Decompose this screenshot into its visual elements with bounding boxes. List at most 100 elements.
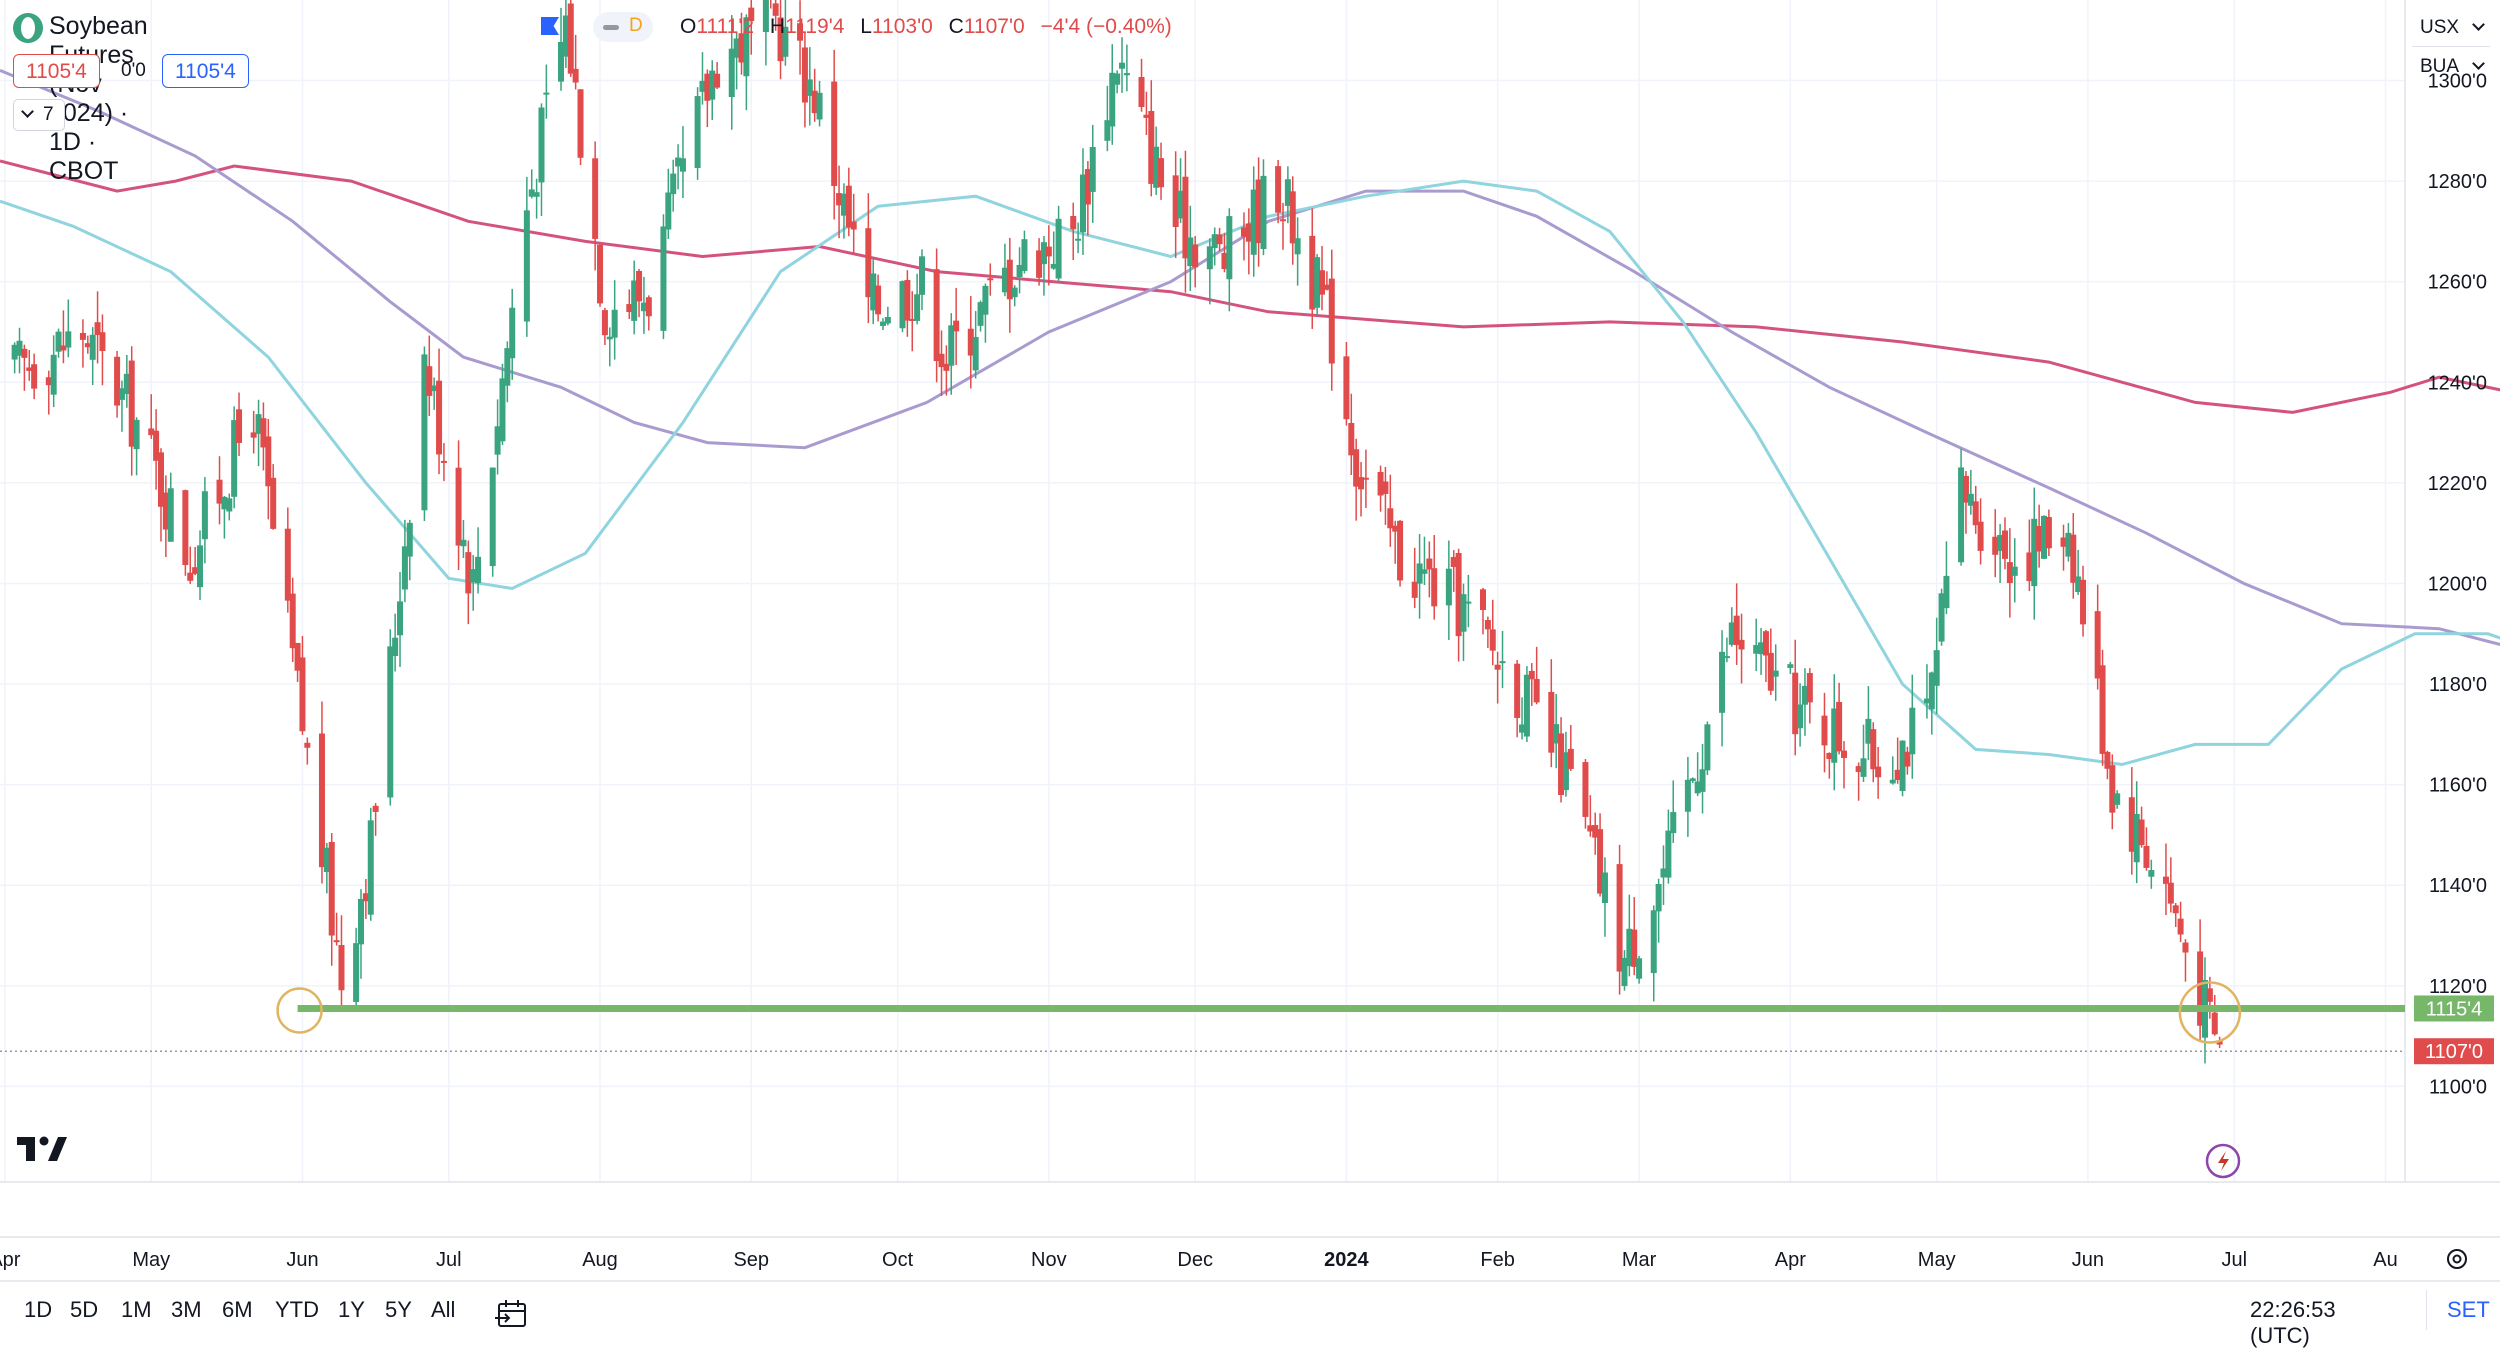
support-price-tag — [2414, 995, 2494, 1022]
candle — [909, 291, 916, 352]
candle — [499, 363, 506, 446]
range-button-3m[interactable]: 3M — [171, 1297, 202, 1322]
candle — [1011, 285, 1018, 307]
candle — [250, 410, 257, 454]
price-axis[interactable]: 1100'0 1120'0 1140'0 1160'0 1180'0 1200'0 1220… — [2414, 70, 2494, 1098]
candle — [1943, 541, 1950, 615]
range-button-ytd[interactable]: YTD — [275, 1297, 319, 1322]
indicators-toggle[interactable]: 7 — [13, 99, 65, 131]
candle — [236, 392, 243, 457]
candle — [1923, 664, 1930, 719]
candle — [1206, 238, 1213, 305]
candle — [333, 912, 340, 946]
candle — [1153, 126, 1160, 195]
candle — [1319, 246, 1326, 311]
x-tick-label: Aug — [582, 1249, 618, 1271]
candle — [1387, 474, 1394, 547]
candle — [884, 306, 891, 326]
currency-button[interactable]: USX — [2420, 17, 2460, 38]
current-circle-marker[interactable] — [2178, 981, 2242, 1044]
candle — [1499, 631, 1506, 689]
candle — [2104, 750, 2111, 780]
candle — [1733, 583, 1740, 665]
low-circle-marker[interactable] — [276, 987, 323, 1034]
candle — [1353, 438, 1360, 521]
candle — [601, 307, 608, 345]
candle — [1519, 697, 1526, 740]
candle — [943, 345, 950, 396]
candle — [1323, 271, 1330, 291]
candle — [1480, 587, 1487, 635]
candle — [777, 0, 784, 80]
candle — [2133, 781, 2140, 884]
range-button-6m[interactable]: 6M — [222, 1297, 253, 1322]
candle — [1650, 905, 1657, 1002]
candle — [831, 49, 838, 220]
x-tick-label: May — [1918, 1249, 1956, 1271]
sell-button[interactable]: 1105'4 — [13, 54, 100, 88]
candle — [2060, 524, 2067, 571]
candle — [1928, 671, 1935, 735]
candle — [1279, 202, 1286, 250]
high-label: H — [769, 15, 786, 38]
candle — [2211, 995, 2218, 1036]
low-value: 1103'0 — [871, 15, 933, 38]
candle — [1806, 668, 1813, 724]
candle — [1626, 894, 1633, 977]
candle — [1738, 613, 1745, 684]
candle — [89, 327, 96, 386]
candle — [2099, 649, 2106, 766]
candle — [675, 144, 682, 190]
candle — [1836, 682, 1843, 755]
moving-average-line — [0, 69, 2500, 646]
candle — [1001, 243, 1008, 297]
candle — [1719, 630, 1726, 747]
candle — [1567, 724, 1574, 771]
chart-title[interactable]: Soybean Futures (Nov 2024) · 1D · CBOT — [49, 12, 148, 185]
candle — [977, 300, 984, 332]
range-button-5y[interactable]: 5Y — [385, 1297, 412, 1322]
lightning-icon[interactable] — [2205, 1143, 2241, 1179]
candle — [1245, 208, 1252, 275]
candle — [114, 350, 121, 418]
range-button-1y[interactable]: 1Y — [338, 1297, 365, 1322]
candle — [2197, 919, 2204, 1040]
date-range-icon[interactable] — [495, 1300, 526, 1327]
candle — [1377, 465, 1384, 512]
candle — [2162, 843, 2169, 916]
buy-button[interactable]: 1105'4 — [162, 54, 249, 88]
clock[interactable]: 22:26:53 (UTC) — [2250, 1297, 2336, 1348]
candle — [631, 260, 638, 335]
candle — [2182, 939, 2189, 982]
y-tick-label: 1260'0 — [2428, 272, 2487, 294]
candle — [94, 291, 101, 364]
settings-gear-icon[interactable] — [2447, 1249, 2467, 1269]
open-value: 1111'2 — [696, 15, 755, 38]
candle — [118, 380, 125, 432]
candle — [1084, 161, 1091, 236]
candle — [1050, 231, 1057, 270]
candle — [1528, 663, 1535, 706]
flag-icon[interactable] — [541, 17, 559, 35]
candle — [21, 344, 28, 391]
candle — [197, 530, 204, 600]
candle — [1582, 759, 1589, 829]
range-button-all[interactable]: All — [431, 1297, 456, 1322]
toolbar-divider — [2426, 1290, 2427, 1330]
unit-button[interactable]: BUA — [2420, 56, 2460, 77]
candle — [1255, 157, 1262, 267]
high-value: 1119'4 — [785, 15, 845, 38]
set-button[interactable]: SET — [2447, 1297, 2490, 1322]
candle — [1314, 254, 1321, 316]
data-mode-badge[interactable]: D — [593, 12, 653, 42]
range-button-1d[interactable]: 1D — [24, 1297, 53, 1322]
candle — [1801, 668, 1808, 736]
time-axis[interactable]: Apr May Jun Jul Aug Sep Oct Nov Dec 2024 Feb Mar Apr… — [0, 1249, 2398, 1271]
range-button-1m[interactable]: 1M — [121, 1297, 152, 1322]
candle — [318, 701, 325, 884]
x-tick-label: Au — [2373, 1249, 2397, 1271]
range-button-5d[interactable]: 5D — [70, 1297, 99, 1322]
candle — [1489, 599, 1496, 666]
candle — [987, 263, 994, 296]
